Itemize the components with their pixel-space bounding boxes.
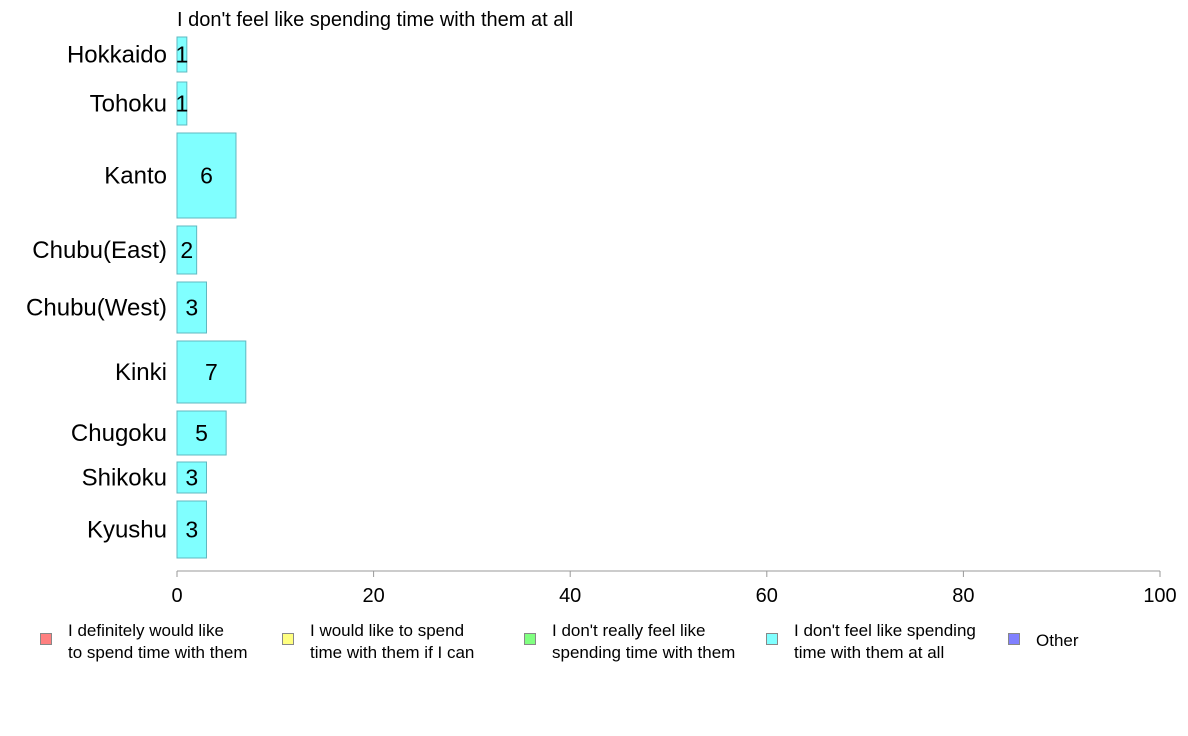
bar-chubu-east bbox=[176, 225, 198, 275]
legend-swatch bbox=[40, 633, 52, 645]
legend-swatch bbox=[766, 633, 778, 645]
category-label: Hokkaido bbox=[67, 42, 167, 69]
bar-kinki bbox=[176, 340, 247, 404]
bars-group: 1 1 6 2 3 7 5 3 3 bbox=[176, 36, 247, 559]
x-tick-label: 40 bbox=[559, 585, 581, 607]
category-label: Tohoku bbox=[90, 91, 167, 118]
data-label: 3 bbox=[185, 517, 198, 543]
bar-hokkaido bbox=[176, 36, 188, 73]
legend-label: I definitely would like to spend time wi… bbox=[68, 621, 248, 662]
data-label: 5 bbox=[195, 420, 208, 446]
bar-tohoku bbox=[176, 81, 188, 126]
bar-shikoku bbox=[176, 461, 207, 494]
legend-item-dont-at-all: I don't feel like spending time with the… bbox=[766, 620, 976, 664]
category-label: Chubu(East) bbox=[32, 237, 167, 264]
category-label: Kinki bbox=[115, 359, 167, 386]
category-label: Shikoku bbox=[82, 465, 167, 492]
x-tick-label: 80 bbox=[952, 585, 974, 607]
category-label: Chubu(West) bbox=[26, 295, 167, 322]
legend-item-dont-really: I don't really feel like spending time w… bbox=[524, 620, 735, 664]
chart-title: I don't feel like spending time with the… bbox=[177, 9, 573, 31]
data-label: 7 bbox=[205, 359, 218, 385]
data-label: 3 bbox=[185, 465, 198, 491]
bar-chugoku bbox=[176, 410, 227, 456]
x-tick-label: 100 bbox=[1143, 585, 1176, 607]
legend-label: I don't really feel like spending time w… bbox=[552, 621, 736, 662]
category-label: Kyushu bbox=[87, 517, 167, 544]
legend-label: I don't feel like spending time with the… bbox=[794, 621, 976, 662]
data-label: 1 bbox=[176, 91, 189, 117]
category-label: Kanto bbox=[104, 163, 167, 190]
data-label: 1 bbox=[176, 42, 189, 68]
legend: I definitely would like to spend time wi… bbox=[40, 620, 1180, 668]
data-label: 2 bbox=[180, 237, 193, 263]
x-axis: 0 20 40 60 80 100 bbox=[171, 570, 1177, 607]
bar-chubu-west bbox=[176, 281, 207, 334]
legend-label: Other bbox=[1036, 631, 1079, 650]
bar-kanto bbox=[176, 132, 237, 219]
x-tick-label: 20 bbox=[362, 585, 384, 607]
x-tick-label: 0 bbox=[171, 585, 182, 607]
legend-swatch bbox=[524, 633, 536, 645]
data-label: 6 bbox=[200, 163, 213, 189]
legend-item-other: Other bbox=[1008, 620, 1079, 652]
legend-item-would-like: I would like to spend time with them if … bbox=[282, 620, 474, 664]
category-labels: Hokkaido Tohoku Kanto Chubu(East) Chubu(West… bbox=[26, 42, 167, 544]
category-label: Chugoku bbox=[71, 420, 167, 447]
data-label: 3 bbox=[185, 295, 198, 321]
x-tick-label: 60 bbox=[756, 585, 778, 607]
legend-swatch bbox=[282, 633, 294, 645]
legend-swatch bbox=[1008, 633, 1020, 645]
bar-kyushu bbox=[176, 500, 207, 559]
legend-label: I would like to spend time with them if … bbox=[310, 621, 475, 662]
legend-item-definitely: I definitely would like to spend time wi… bbox=[40, 620, 248, 664]
